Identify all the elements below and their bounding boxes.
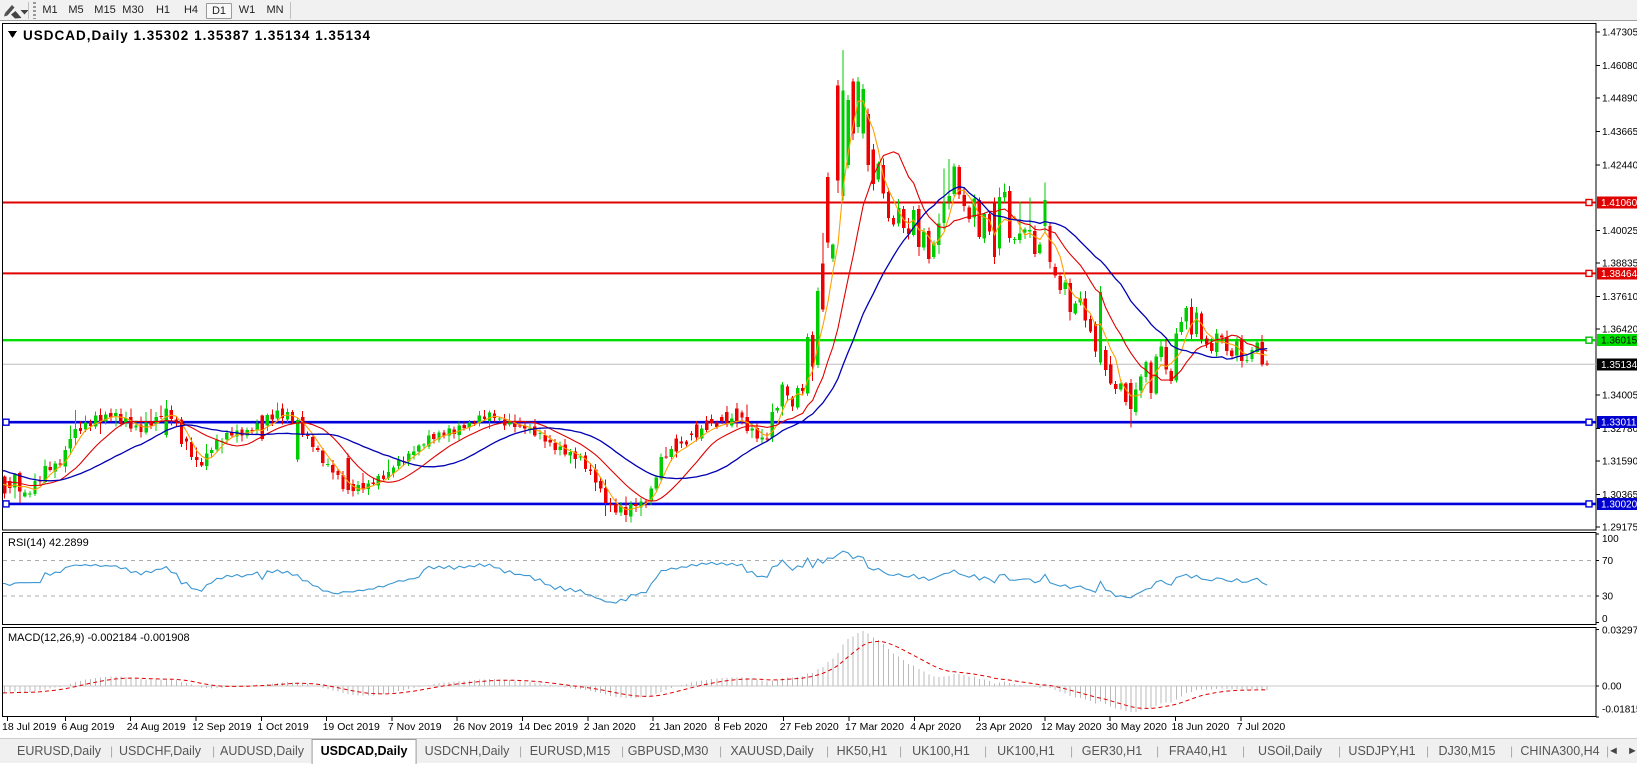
svg-text:1.30020: 1.30020 [1601, 499, 1637, 510]
svg-text:1.46080: 1.46080 [1602, 61, 1637, 72]
svg-text:RSI(14) 42.2899: RSI(14) 42.2899 [8, 537, 89, 549]
svg-text:4 Apr 2020: 4 Apr 2020 [910, 721, 961, 733]
svg-text:1.31590: 1.31590 [1602, 457, 1637, 468]
svg-text:26 Nov 2019: 26 Nov 2019 [453, 721, 513, 733]
svg-text:1.32780: 1.32780 [1602, 424, 1637, 435]
svg-text:1.42440: 1.42440 [1602, 160, 1637, 171]
svg-text:14 Dec 2019: 14 Dec 2019 [519, 721, 579, 733]
svg-text:USDCAD,Daily 1.35302 1.35387: USDCAD,Daily 1.35302 1.35387 1.35134 1.3… [23, 28, 371, 43]
svg-text:100: 100 [1602, 534, 1619, 545]
svg-text:18 Jun 2020: 18 Jun 2020 [1172, 721, 1230, 733]
svg-text:27 Feb 2020: 27 Feb 2020 [780, 721, 839, 733]
svg-text:12 May 2020: 12 May 2020 [1041, 721, 1102, 733]
svg-text:1.38464: 1.38464 [1601, 269, 1637, 280]
svg-text:30: 30 [1602, 591, 1614, 602]
svg-text:1.47305: 1.47305 [1602, 28, 1637, 39]
svg-text:24 Aug 2019: 24 Aug 2019 [127, 721, 186, 733]
svg-text:7 Jul 2020: 7 Jul 2020 [1237, 721, 1286, 733]
svg-text:1.41060: 1.41060 [1601, 198, 1637, 209]
svg-text:19 Oct 2019: 19 Oct 2019 [323, 721, 380, 733]
svg-text:1.38835: 1.38835 [1602, 259, 1637, 270]
svg-text:1.29175: 1.29175 [1602, 522, 1637, 533]
svg-text:21 Jan 2020: 21 Jan 2020 [649, 721, 707, 733]
svg-text:8 Feb 2020: 8 Feb 2020 [714, 721, 767, 733]
svg-text:0: 0 [1602, 614, 1608, 625]
svg-text:1.33011: 1.33011 [1601, 418, 1637, 429]
svg-text:18 Jul 2019: 18 Jul 2019 [2, 721, 56, 733]
svg-text:1.37610: 1.37610 [1602, 292, 1637, 303]
svg-text:17 Mar 2020: 17 Mar 2020 [845, 721, 904, 733]
svg-text:1.36015: 1.36015 [1601, 336, 1637, 347]
svg-text:1.36420: 1.36420 [1602, 325, 1637, 336]
svg-text:1 Oct 2019: 1 Oct 2019 [257, 721, 309, 733]
svg-text:70: 70 [1602, 556, 1614, 567]
svg-text:1.43665: 1.43665 [1602, 127, 1637, 138]
svg-text:1.40025: 1.40025 [1602, 226, 1637, 237]
svg-text:30 May 2020: 30 May 2020 [1106, 721, 1167, 733]
svg-text:2 Jan 2020: 2 Jan 2020 [584, 721, 636, 733]
svg-text:1.35134: 1.35134 [1601, 360, 1637, 371]
svg-text:12 Sep 2019: 12 Sep 2019 [192, 721, 252, 733]
svg-text:0.00: 0.00 [1602, 682, 1622, 693]
svg-text:0.032972: 0.032972 [1602, 626, 1637, 637]
svg-text:23 Apr 2020: 23 Apr 2020 [976, 721, 1033, 733]
svg-text:6 Aug 2019: 6 Aug 2019 [61, 721, 114, 733]
svg-text:MACD(12,26,9) -0.002184 -0.001: MACD(12,26,9) -0.002184 -0.001908 [8, 632, 190, 644]
svg-text:1.30365: 1.30365 [1602, 490, 1637, 501]
svg-text:1.34005: 1.34005 [1602, 391, 1637, 402]
svg-text:-0.018154: -0.018154 [1602, 705, 1637, 716]
svg-text:7 Nov 2019: 7 Nov 2019 [388, 721, 442, 733]
svg-text:1.44890: 1.44890 [1602, 93, 1637, 104]
